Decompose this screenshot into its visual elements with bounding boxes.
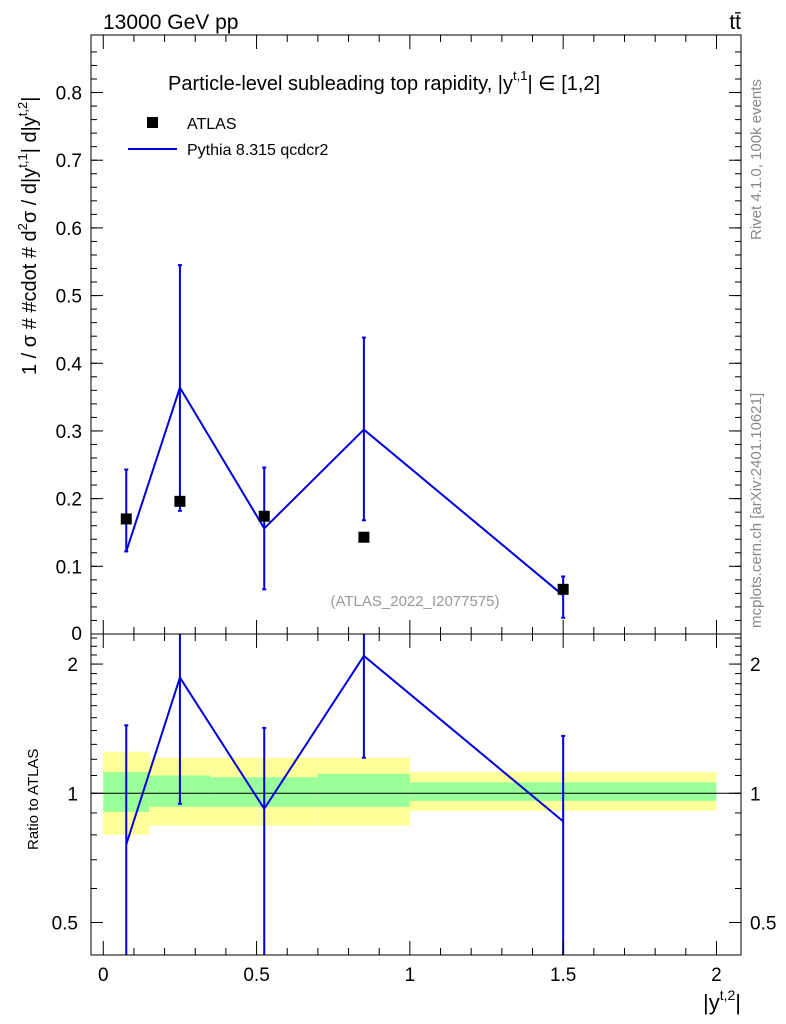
mc-series-line (125, 385, 564, 597)
process-label: tt̄ (729, 11, 741, 34)
rivet-label: Rivet 4.1.0, 100k events (748, 79, 765, 240)
main-y-axis-label: 1 / σ # #cdot # d2σ / d|yt,1| d|yt,2| (15, 97, 41, 375)
x-tick-label: 1.5 (550, 965, 576, 986)
y-tick-label: 0.5 (56, 287, 82, 308)
legend: ATLAS Pythia 8.315 qcdcr2 (128, 116, 329, 159)
y-tick-label: 0.2 (56, 490, 82, 511)
x-tick-label: 1 (405, 965, 416, 986)
main-panel: 0 0.1 0.2 0.3 0.4 0.5 0.6 0.7 0.8 (ATLAS_2022_I2… (15, 34, 742, 645)
ratio-y-tick-label-right: 2 (750, 655, 761, 676)
x-tick-label: 0 (98, 965, 109, 986)
watermark: (ATLAS_2022_I2077575) (330, 593, 499, 610)
y-tick-label: 0.4 (56, 354, 83, 375)
atlas-data-point (557, 583, 569, 595)
legend-label-atlas: ATLAS (187, 116, 237, 133)
ratio-series-line (125, 654, 564, 845)
ratio-panel: 0.5 0.5 1 1 2 2 0 0.5 1 1.5 2 Ratio to ATLAS |yt,2… (25, 633, 776, 1015)
y-tick-label: 0.8 (56, 84, 82, 105)
atlas-data-point (120, 513, 132, 525)
ratio-y-tick-label: 0.5 (52, 913, 78, 934)
ratio-y-tick-label: 1 (67, 784, 78, 805)
chart-title: Particle-level subleading top rapidity, … (168, 68, 600, 95)
atlas-data-point (358, 531, 370, 543)
legend-marker-atlas (147, 117, 158, 128)
mcplots-label: mcplots.cern.ch [arXiv:2401.10621] (748, 393, 765, 628)
y-tick-label: 0.6 (56, 219, 82, 240)
y-tick-label: 0.7 (56, 151, 82, 172)
atlas-data-point (258, 510, 270, 522)
ratio-marks (91, 634, 741, 955)
x-tick-label: 2 (711, 965, 722, 986)
main-axis-ticks: 0 0.1 0.2 0.3 0.4 0.5 0.6 0.7 0.8 (56, 35, 741, 645)
ratio-y-tick-label: 2 (67, 655, 78, 676)
ratio-frame (90, 633, 742, 956)
ratio-axis-ticks: 0.5 0.5 1 1 2 2 0 0.5 1 1.5 2 (52, 634, 776, 986)
x-axis-label: |yt,2| (703, 987, 741, 1015)
main-marks (120, 264, 569, 619)
y-tick-label: 0.1 (56, 557, 82, 578)
y-tick-label: 0.3 (56, 422, 82, 443)
energy-label: 13000 GeV pp (103, 11, 238, 34)
legend-label-pythia: Pythia 8.315 qcdcr2 (187, 142, 329, 159)
atlas-data-point (174, 495, 186, 507)
y-tick-label: 0 (71, 624, 82, 645)
ratio-band-inner (317, 773, 410, 807)
x-tick-label: 0.5 (243, 965, 269, 986)
ratio-y-tick-label-right: 0.5 (750, 913, 776, 934)
ratio-y-tick-label-right: 1 (750, 784, 761, 805)
ratio-y-axis-label: Ratio to ATLAS (25, 749, 42, 850)
